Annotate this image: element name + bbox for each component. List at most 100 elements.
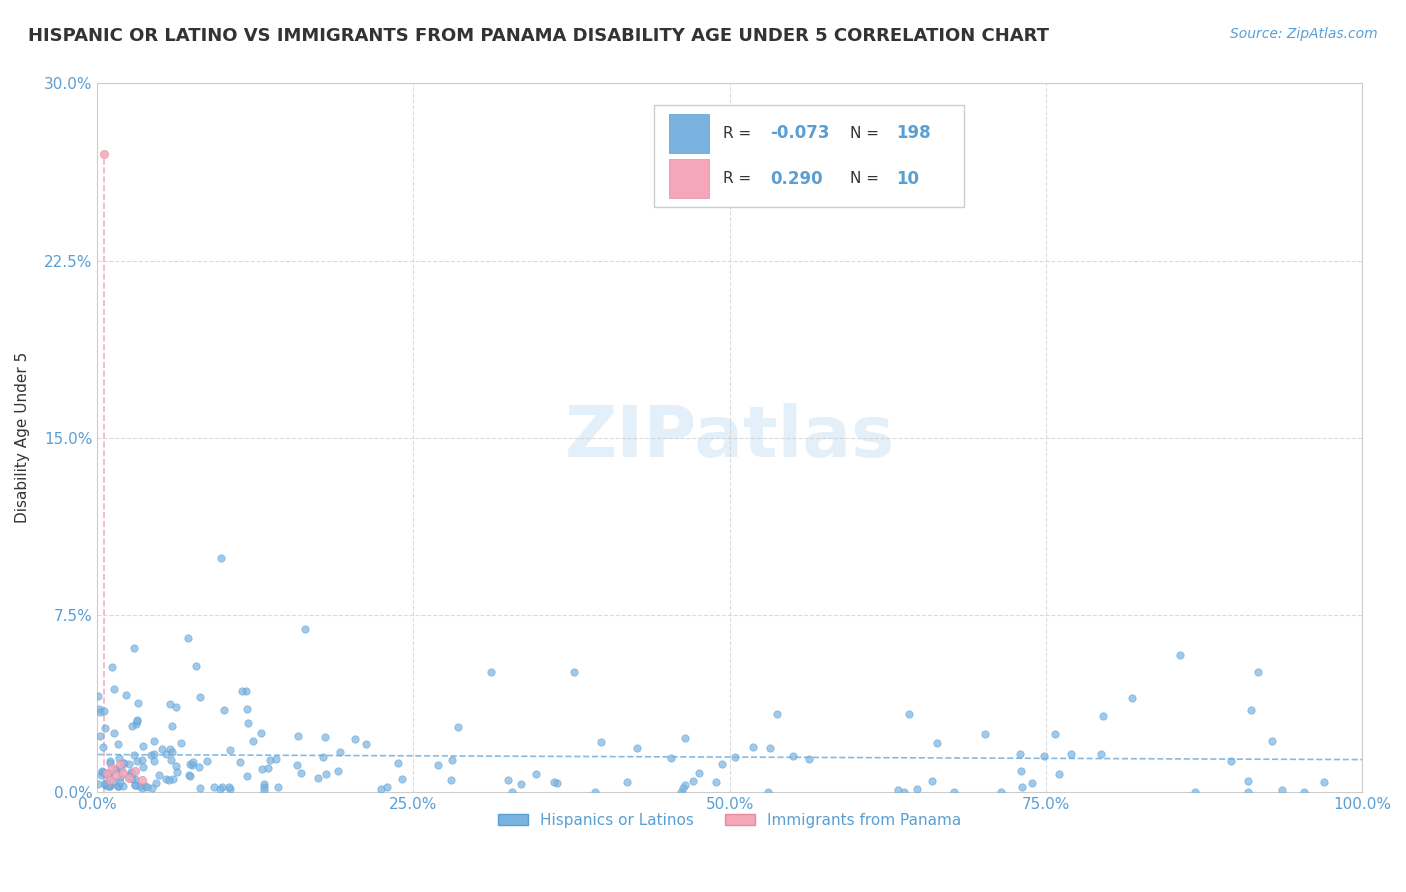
Point — [145, 776, 167, 790]
Point — [162, 772, 184, 787]
Point — [242, 734, 264, 748]
Point — [211, 780, 233, 795]
Point — [104, 763, 127, 777]
Point — [131, 780, 153, 795]
Point — [90, 767, 112, 781]
Point — [166, 764, 188, 779]
Text: Source: ZipAtlas.com: Source: ZipAtlas.com — [1230, 27, 1378, 41]
Point — [121, 772, 143, 786]
Point — [131, 773, 153, 788]
Point — [93, 147, 115, 161]
Point — [160, 745, 183, 759]
Point — [90, 765, 112, 780]
Text: 0.290: 0.290 — [770, 169, 823, 187]
Point — [142, 747, 165, 762]
Point — [108, 751, 131, 765]
Point — [257, 761, 280, 775]
Point — [101, 761, 124, 775]
Point — [546, 776, 568, 790]
FancyBboxPatch shape — [654, 104, 963, 208]
Point — [440, 773, 463, 788]
Text: N =: N = — [849, 126, 883, 141]
Point — [329, 745, 352, 759]
Point — [219, 781, 242, 796]
Point — [150, 742, 173, 756]
Point — [387, 756, 409, 770]
Point — [125, 713, 148, 727]
Point — [94, 778, 117, 792]
Point — [128, 779, 150, 793]
Point — [93, 705, 115, 719]
Point — [886, 782, 908, 797]
Point — [110, 762, 132, 776]
Point — [1220, 754, 1243, 768]
Point — [616, 774, 638, 789]
Point — [253, 782, 276, 797]
Point — [187, 760, 209, 774]
Point — [498, 772, 520, 787]
Point — [136, 780, 159, 795]
Text: -0.073: -0.073 — [770, 125, 830, 143]
Point — [510, 777, 533, 791]
Point — [159, 697, 181, 711]
Point — [127, 697, 149, 711]
Point — [108, 770, 131, 784]
Point — [179, 768, 201, 782]
Point — [704, 775, 727, 789]
Point — [155, 772, 177, 786]
Point — [107, 779, 129, 793]
Point — [98, 780, 121, 794]
Point — [375, 780, 398, 794]
Point — [101, 773, 124, 788]
Point — [98, 756, 121, 770]
Point — [97, 770, 120, 784]
Point — [236, 769, 259, 783]
Point — [1091, 709, 1114, 723]
Point — [122, 747, 145, 762]
Point — [117, 769, 139, 783]
Point — [91, 764, 114, 778]
Point — [253, 777, 276, 791]
Point — [1240, 703, 1263, 717]
Bar — [669, 114, 710, 153]
Point — [1043, 727, 1066, 741]
Point — [943, 785, 966, 799]
Point — [96, 777, 118, 791]
Point — [370, 781, 392, 796]
Point — [148, 768, 170, 782]
Point — [209, 782, 232, 797]
Point — [188, 690, 211, 705]
Point — [165, 699, 187, 714]
Point — [108, 775, 131, 789]
Text: HISPANIC OR LATINO VS IMMIGRANTS FROM PANAMA DISABILITY AGE UNDER 5 CORRELATION : HISPANIC OR LATINO VS IMMIGRANTS FROM PA… — [28, 27, 1049, 45]
Point — [447, 720, 470, 734]
Point — [235, 702, 257, 716]
Point — [134, 779, 156, 793]
Point — [98, 773, 121, 788]
Point — [1021, 776, 1043, 790]
Point — [132, 760, 155, 774]
Point — [315, 767, 337, 781]
Point — [344, 731, 367, 746]
Point — [927, 736, 949, 750]
Point — [160, 753, 183, 767]
Point — [1033, 749, 1056, 764]
Point — [97, 779, 120, 793]
Point — [181, 756, 204, 770]
Point — [626, 740, 648, 755]
Point — [314, 731, 336, 745]
Point — [440, 753, 463, 767]
Point — [112, 756, 135, 771]
Point — [108, 756, 131, 771]
Point — [125, 754, 148, 768]
Point — [112, 779, 135, 793]
Legend: Hispanics or Latinos, Immigrants from Panama: Hispanics or Latinos, Immigrants from Pa… — [491, 806, 967, 834]
Point — [354, 737, 377, 751]
Point — [1121, 691, 1143, 706]
Point — [562, 665, 585, 679]
Point — [107, 737, 129, 751]
Point — [1060, 747, 1083, 761]
Point — [1261, 734, 1284, 748]
Point — [180, 757, 202, 772]
Point — [673, 778, 696, 792]
